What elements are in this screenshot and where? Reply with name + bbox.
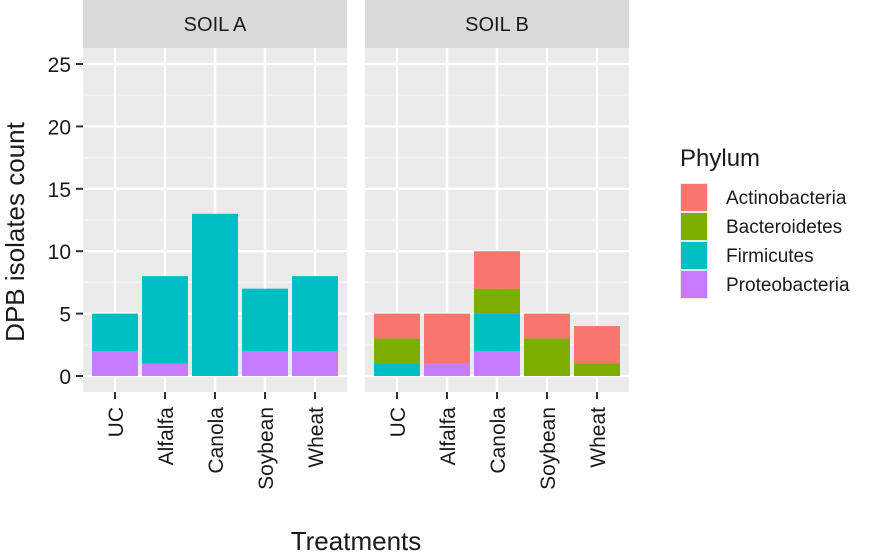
bar-segment-soil-a-wheat-proteobacteria bbox=[292, 351, 338, 376]
panels-layer: SOIL A UC Alfalfa Canola Soybean Wheat SOIL B U… bbox=[83, 0, 629, 490]
legend-label-bacteroidetes: Bacteroidetes bbox=[726, 217, 842, 238]
bar-segment-soil-b-uc-firmicutes bbox=[374, 363, 420, 376]
legend-swatch-firmicutes bbox=[681, 242, 707, 269]
x-tick-label-soil-a-uc: UC bbox=[105, 407, 128, 437]
bar-segment-soil-b-alfalfa-proteobacteria bbox=[424, 363, 470, 376]
legend-label-firmicutes: Firmicutes bbox=[726, 246, 814, 267]
y-tick-label-20: 20 bbox=[48, 116, 71, 139]
y-tick-label-25: 25 bbox=[48, 54, 71, 77]
bar-segment-soil-a-soybean-proteobacteria bbox=[242, 351, 288, 376]
bar-segment-soil-a-uc-proteobacteria bbox=[92, 351, 138, 376]
y-tick-label-5: 5 bbox=[59, 304, 71, 327]
x-axis-title: Treatments bbox=[291, 526, 422, 554]
strip-label-soil-a: SOIL A bbox=[184, 14, 247, 36]
x-tick-label-soil-a-alfalfa: Alfalfa bbox=[155, 407, 178, 466]
bar-segment-soil-b-wheat-bacteroidetes bbox=[574, 363, 620, 376]
bar-segment-soil-a-uc-firmicutes bbox=[92, 313, 138, 352]
legend-swatch-actinobacteria bbox=[681, 184, 707, 211]
x-tick-label-soil-b-alfalfa: Alfalfa bbox=[437, 407, 460, 466]
bar-segment-soil-a-alfalfa-proteobacteria bbox=[142, 363, 188, 376]
y-axis-title: DPB isolates count bbox=[0, 121, 30, 341]
legend-label-actinobacteria: Actinobacteria bbox=[726, 188, 847, 209]
x-tick-label-soil-b-uc: UC bbox=[387, 407, 410, 437]
bar-segment-soil-b-uc-bacteroidetes bbox=[374, 338, 420, 364]
x-tick-label-soil-a-soybean: Soybean bbox=[255, 407, 278, 490]
bar-segment-soil-b-soybean-actinobacteria bbox=[524, 313, 570, 339]
bar-segment-soil-a-alfalfa-firmicutes bbox=[142, 276, 188, 364]
bar-segment-soil-a-soybean-firmicutes bbox=[242, 288, 288, 352]
bar-segment-soil-b-uc-actinobacteria bbox=[374, 313, 420, 339]
bar-segment-soil-a-wheat-firmicutes bbox=[292, 276, 338, 352]
bar-segment-soil-b-canola-firmicutes bbox=[474, 313, 520, 352]
bar-segment-soil-b-canola-actinobacteria bbox=[474, 251, 520, 289]
legend-label-proteobacteria: Proteobacteria bbox=[726, 275, 850, 296]
bar-segment-soil-b-alfalfa-actinobacteria bbox=[424, 313, 470, 364]
legend-swatch-bacteroidetes bbox=[681, 213, 707, 240]
bar-segment-soil-b-wheat-actinobacteria bbox=[574, 326, 620, 364]
legend-swatch-proteobacteria bbox=[681, 271, 707, 298]
legend: Phylum Actinobacteria Bacteroidetes Firmic… bbox=[680, 145, 850, 299]
panel-soil-a: SOIL A UC Alfalfa Canola Soybean Wheat bbox=[83, 0, 347, 490]
y-tick-label-10: 10 bbox=[48, 241, 71, 264]
bar-segment-soil-b-canola-proteobacteria bbox=[474, 351, 520, 376]
x-tick-label-soil-b-wheat: Wheat bbox=[587, 407, 610, 468]
y-axis: 0 5 10 15 20 25 bbox=[48, 54, 83, 389]
panel-soil-b: SOIL B UC Alfalfa Canola Soybean Wheat bbox=[365, 0, 629, 490]
x-tick-label-soil-a-wheat: Wheat bbox=[305, 407, 328, 468]
strip-soil-b bbox=[365, 0, 629, 48]
y-tick-label-15: 15 bbox=[48, 179, 71, 202]
bar-segment-soil-a-canola-firmicutes bbox=[192, 213, 238, 376]
strip-soil-a bbox=[83, 0, 347, 48]
x-tick-label-soil-b-soybean: Soybean bbox=[537, 407, 560, 490]
y-tick-label-0: 0 bbox=[59, 366, 71, 389]
x-tick-label-soil-b-canola: Canola bbox=[487, 407, 510, 474]
legend-title: Phylum bbox=[680, 145, 760, 172]
bar-segment-soil-b-canola-bacteroidetes bbox=[474, 288, 520, 314]
bar-segment-soil-b-soybean-bacteroidetes bbox=[524, 338, 570, 376]
strip-label-soil-b: SOIL B bbox=[465, 14, 529, 36]
x-tick-label-soil-a-canola: Canola bbox=[205, 407, 228, 474]
